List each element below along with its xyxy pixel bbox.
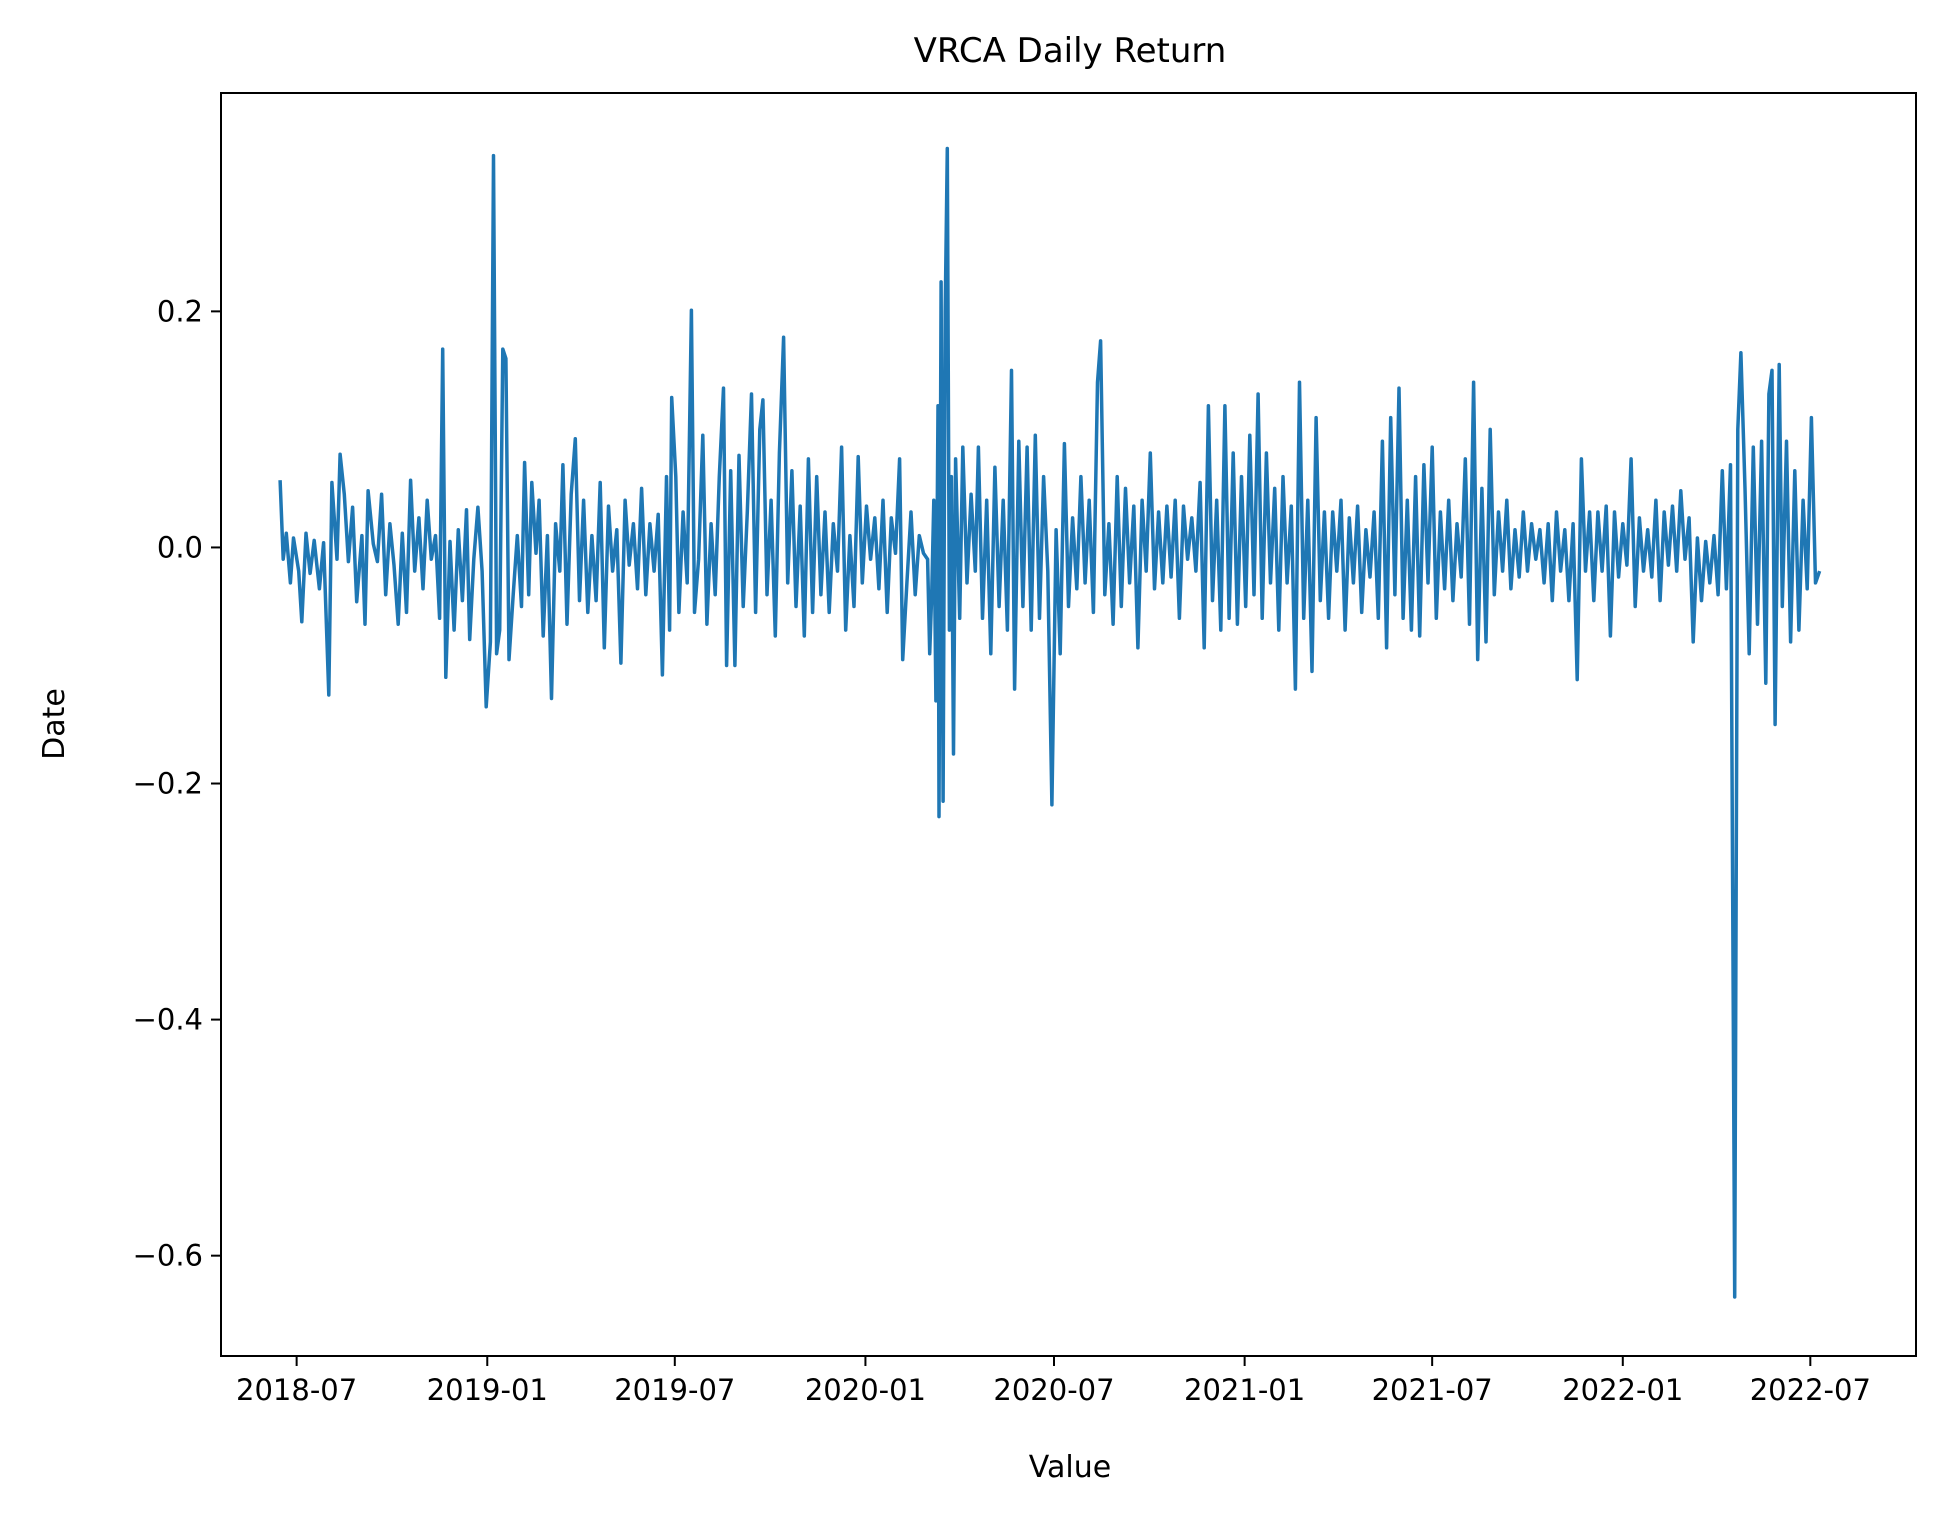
y-tick-label: −0.2 (133, 767, 203, 801)
x-axis-ticks: 2018-07 2019-01 2019-07 2020-01 2020-07 2021-… (236, 1356, 1871, 1407)
x-axis-label: Value (1029, 1450, 1111, 1485)
x-tick-label: 2020-01 (805, 1373, 926, 1407)
x-tick-label: 2019-01 (427, 1373, 548, 1407)
y-tick-label: −0.4 (133, 1003, 203, 1037)
x-tick-label: 2022-07 (1750, 1373, 1871, 1407)
x-tick-label: 2018-07 (236, 1373, 357, 1407)
series-line-0 (278, 146, 1822, 1299)
x-tick-label: 2021-01 (1184, 1373, 1305, 1407)
plot-frame (220, 92, 1917, 1357)
y-tick-label: 0.2 (157, 294, 203, 328)
series-layer (278, 146, 1822, 1299)
y-axis-ticks: 0.2 0.0 −0.2 −0.4 −0.6 (133, 294, 221, 1273)
x-tick-label: 2020-07 (993, 1373, 1114, 1407)
x-tick-label: 2021-07 (1372, 1373, 1493, 1407)
chart-title: VRCA Daily Return (914, 31, 1227, 71)
y-axis-label: Date (37, 688, 72, 760)
y-tick-label: 0.0 (157, 530, 203, 564)
x-tick-label: 2019-07 (614, 1373, 735, 1407)
x-tick-label: 2022-01 (1562, 1373, 1683, 1407)
y-tick-label: −0.6 (133, 1239, 203, 1273)
